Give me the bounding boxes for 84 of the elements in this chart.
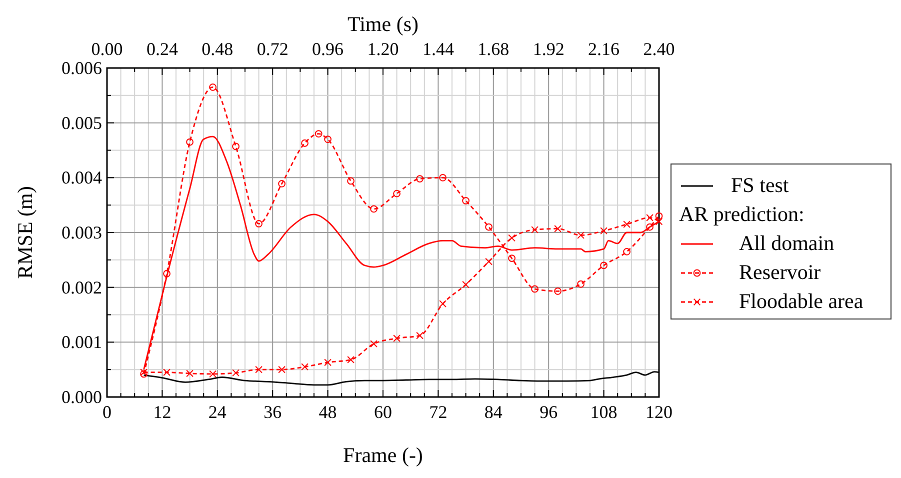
point [439,174,446,182]
legend-title: AR prediction: [679,202,804,226]
point [531,226,538,234]
legend-label: Floodable area [739,289,864,313]
point [554,287,562,295]
x2-tick-label: 0.24 [146,39,178,59]
x-tick-label: 36 [264,402,282,422]
x-tick-label: 24 [208,402,226,422]
legend-label: Reservoir [739,260,821,284]
point [232,369,240,377]
point [301,363,308,371]
point [416,332,424,340]
point [186,138,194,146]
point [209,83,216,91]
point [462,280,470,288]
point [278,366,286,374]
legend-label: All domain [739,231,835,255]
y-tick-label: 0.000 [62,387,102,407]
point [255,366,262,374]
x-tick-label: 12 [153,402,172,422]
point [623,220,630,228]
legend-label: FS test [731,173,789,197]
point [393,334,400,342]
point [439,300,446,308]
x2-tick-label: 1.44 [422,39,454,59]
x-tick-label: 0 [102,402,112,422]
y-tick-label: 0.006 [62,58,102,78]
point [485,258,492,266]
x2-tick-label: 1.68 [478,39,510,59]
x2-tick-label: 0.00 [91,39,123,59]
point [301,139,308,147]
point [554,224,562,232]
point [646,223,654,231]
point [278,180,286,188]
x2-tick-label: 2.40 [643,39,675,59]
point [370,340,378,348]
y-tick-label: 0.001 [62,332,102,352]
point [209,370,216,378]
point [232,142,240,150]
point [324,136,332,143]
point [347,177,354,185]
x-tick-label: 60 [374,402,392,422]
y-tick-label: 0.005 [62,112,102,133]
point [462,196,470,204]
point [163,270,170,278]
x-axis-title: Frame (-) [343,443,423,467]
point [623,248,630,256]
y-tick-label: 0.003 [62,222,102,242]
point [314,130,322,138]
x2-tick-label: 0.72 [256,39,288,59]
x-tick-label: 72 [429,402,448,422]
point [577,232,584,239]
point [416,175,424,182]
point [600,227,608,235]
point [485,223,492,231]
x-tick-label: 96 [540,402,558,422]
point [577,280,584,288]
point [508,234,516,242]
point [255,220,262,228]
x-tick-label: 84 [484,402,502,422]
x-tick-label: 120 [646,402,672,422]
x-tick-label: 48 [318,402,337,422]
point [508,254,516,262]
x2-tick-label: 0.96 [312,39,344,59]
x2-tick-label: 0.48 [202,39,234,59]
point [393,190,400,198]
x2-axis-title: Time (s) [348,12,418,36]
y-axis-title: RMSE (m) [13,186,37,279]
x2-tick-label: 1.92 [532,39,564,59]
x2-tick-label: 2.16 [588,39,620,59]
point [324,358,332,366]
point [370,205,378,213]
point [531,285,538,293]
point [655,212,663,220]
point [347,356,354,364]
point [600,262,608,270]
x-tick-label: 108 [590,402,618,422]
y-tick-label: 0.004 [62,168,102,188]
y-tick-label: 0.002 [62,277,102,298]
point [646,214,654,222]
point [163,368,170,376]
point [186,370,194,378]
point [655,218,663,226]
x2-tick-label: 1.20 [367,39,399,59]
